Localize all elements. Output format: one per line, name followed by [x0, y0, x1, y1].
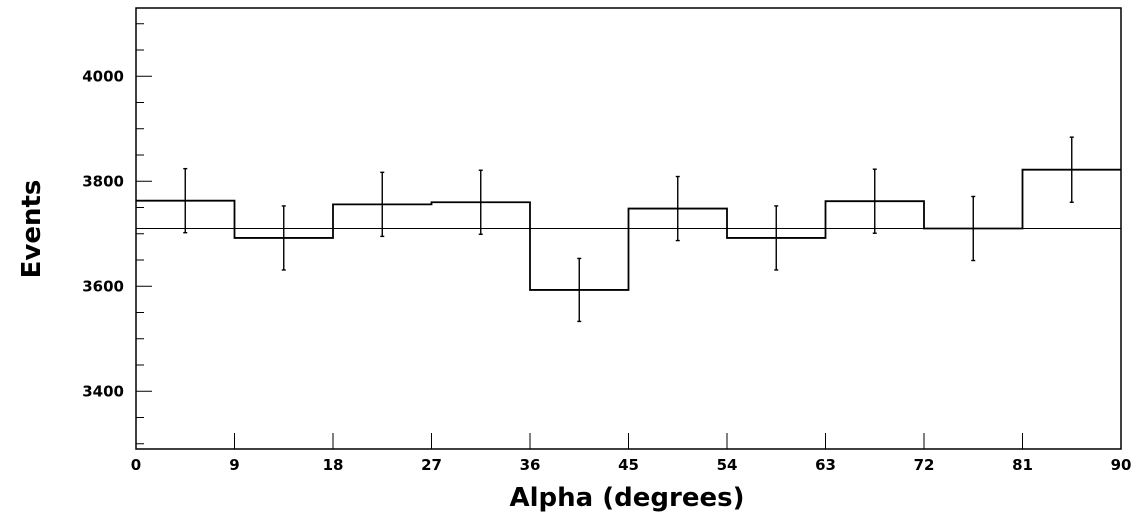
- x-tick-label: 45: [618, 456, 639, 474]
- y-tick-label: 3400: [82, 382, 124, 400]
- x-tick-label: 81: [1012, 456, 1033, 474]
- y-tick-label: 3800: [82, 172, 124, 190]
- x-tick-label: 9: [229, 456, 239, 474]
- x-tick-label: 18: [323, 456, 344, 474]
- x-tick-label: 36: [520, 456, 541, 474]
- y-tick-label: 4000: [82, 67, 124, 85]
- histogram-steps: [136, 168, 1121, 291]
- x-tick-label: 72: [914, 456, 935, 474]
- y-tick-label: 3600: [82, 277, 124, 295]
- x-tick-label: 27: [421, 456, 442, 474]
- y-axis-title: Events: [17, 180, 47, 279]
- x-tick-label: 90: [1111, 456, 1132, 474]
- x-tick-label: 54: [717, 456, 738, 474]
- x-tick-label: 0: [131, 456, 141, 474]
- x-axis-title: Alpha (degrees): [510, 483, 745, 513]
- plot-frame: [135, 7, 1122, 450]
- x-tick-label: 63: [815, 456, 836, 474]
